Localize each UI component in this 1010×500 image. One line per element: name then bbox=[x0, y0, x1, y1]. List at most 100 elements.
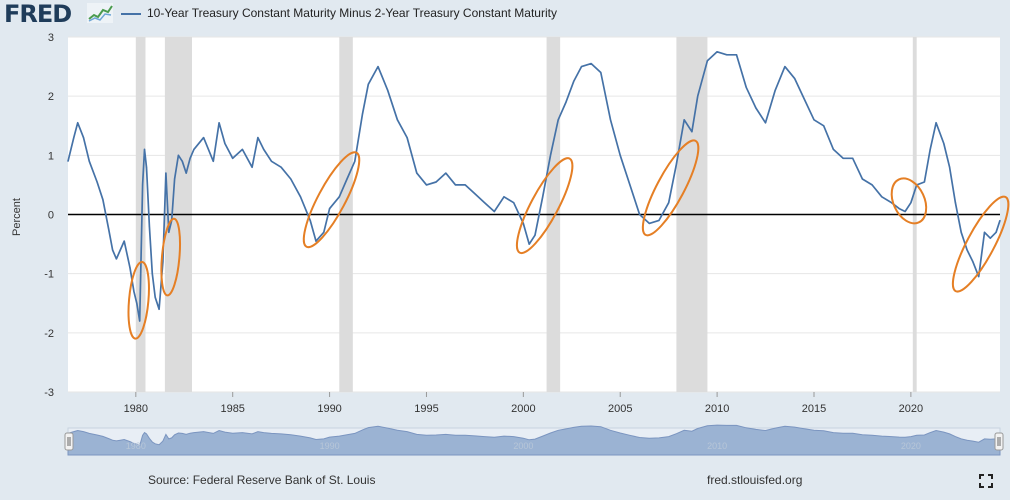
series-point bbox=[129, 267, 131, 269]
series-point bbox=[193, 148, 195, 151]
series-point bbox=[774, 89, 776, 91]
series-point bbox=[108, 228, 110, 230]
fred-logo[interactable]: FRED bbox=[4, 0, 72, 28]
series-point bbox=[387, 89, 389, 91]
series-point bbox=[315, 240, 317, 242]
series-point bbox=[361, 113, 364, 115]
annotation-ellipse bbox=[302, 151, 361, 249]
series-point bbox=[77, 122, 79, 124]
time-navigator[interactable]: 1980 1990 2000 2010 2020 bbox=[64, 424, 1004, 456]
series-point bbox=[367, 83, 369, 85]
series-polyline bbox=[67, 50, 1001, 322]
x-tick-label: 2010 bbox=[705, 403, 729, 415]
series-point bbox=[280, 166, 282, 168]
series-point bbox=[73, 136, 75, 139]
series-point bbox=[82, 136, 85, 139]
series-point bbox=[464, 184, 466, 186]
series-point bbox=[299, 196, 302, 198]
y-tick-label: 2 bbox=[48, 91, 54, 103]
series-point bbox=[493, 210, 495, 213]
series-point bbox=[683, 119, 685, 121]
series-point bbox=[794, 77, 796, 80]
series-point bbox=[251, 166, 253, 168]
annotation-ellipse bbox=[951, 195, 1010, 293]
series-point bbox=[881, 196, 883, 198]
series-point bbox=[609, 119, 612, 121]
series-point bbox=[354, 160, 356, 162]
series-point bbox=[177, 154, 180, 156]
annotation-ellipse bbox=[890, 177, 928, 225]
series-point bbox=[102, 199, 104, 201]
series-point bbox=[861, 178, 864, 180]
series-point bbox=[165, 172, 167, 174]
navigator-handle-icon[interactable] bbox=[994, 432, 1004, 451]
series-point bbox=[119, 249, 121, 251]
series-point bbox=[972, 261, 974, 263]
series-point bbox=[148, 225, 150, 227]
series-point bbox=[133, 290, 135, 293]
annotation-ellipse bbox=[127, 260, 150, 340]
navigator-label: 2020 bbox=[901, 441, 921, 451]
series-point bbox=[189, 157, 191, 159]
series-point bbox=[96, 181, 98, 183]
source-url[interactable]: fred.stlouisfed.org bbox=[707, 473, 803, 487]
series-point bbox=[929, 148, 931, 151]
navigator-label: 2000 bbox=[513, 441, 533, 451]
series-point bbox=[691, 131, 693, 133]
series-point bbox=[983, 231, 986, 233]
series-point bbox=[823, 125, 825, 127]
series-point bbox=[263, 148, 265, 151]
series-point bbox=[549, 154, 552, 156]
series-point bbox=[706, 60, 709, 62]
y-tick-label: -1 bbox=[44, 269, 54, 281]
series-point bbox=[764, 122, 767, 124]
series-point bbox=[67, 160, 69, 162]
series-point bbox=[328, 207, 331, 210]
series-point bbox=[435, 181, 437, 183]
x-tick-label: 1990 bbox=[317, 403, 341, 415]
series-point bbox=[534, 234, 536, 236]
series-point bbox=[852, 157, 854, 159]
series-point bbox=[716, 51, 718, 53]
series-point bbox=[136, 302, 138, 304]
series-point bbox=[904, 210, 906, 213]
y-axis-label: Percent bbox=[11, 198, 23, 236]
series-point bbox=[115, 258, 118, 260]
series-point bbox=[803, 98, 805, 100]
series-point bbox=[257, 136, 259, 139]
series-point bbox=[203, 136, 205, 139]
series-point bbox=[377, 65, 379, 68]
series-point bbox=[943, 142, 945, 145]
series-point bbox=[88, 160, 90, 162]
series-point bbox=[522, 222, 524, 224]
navigator-handle-icon[interactable] bbox=[64, 432, 74, 451]
series-point bbox=[735, 54, 738, 56]
series-point bbox=[784, 65, 786, 68]
y-tick-label: 1 bbox=[48, 150, 54, 162]
series-point bbox=[338, 196, 340, 198]
x-tick-label: 2020 bbox=[899, 403, 923, 415]
series-point bbox=[813, 119, 815, 121]
series-point bbox=[145, 166, 148, 168]
series-point bbox=[483, 202, 486, 204]
x-tick-label: 1995 bbox=[414, 403, 438, 415]
chart: 3 2 1 0 -1 -2 -3 1980 1985 1990 1995 2000 2005 2010 2… bbox=[11, 32, 1010, 456]
navigator-label: 1980 bbox=[126, 441, 146, 451]
series-point bbox=[154, 296, 156, 298]
series-point bbox=[542, 196, 544, 198]
series-point bbox=[726, 54, 728, 56]
fullscreen-icon[interactable] bbox=[979, 474, 993, 488]
series-point bbox=[218, 122, 220, 124]
series-point bbox=[503, 196, 505, 198]
series-point bbox=[668, 202, 670, 204]
fred-logo-icon bbox=[87, 3, 113, 23]
series-point bbox=[513, 202, 515, 204]
y-tick-label: 3 bbox=[48, 32, 54, 44]
annotation-ellipse bbox=[160, 217, 182, 297]
series-point bbox=[890, 202, 893, 204]
series-point bbox=[989, 237, 991, 239]
series-point bbox=[995, 231, 997, 233]
series-point bbox=[580, 65, 583, 68]
series-point bbox=[212, 160, 214, 162]
series-point bbox=[143, 148, 146, 151]
